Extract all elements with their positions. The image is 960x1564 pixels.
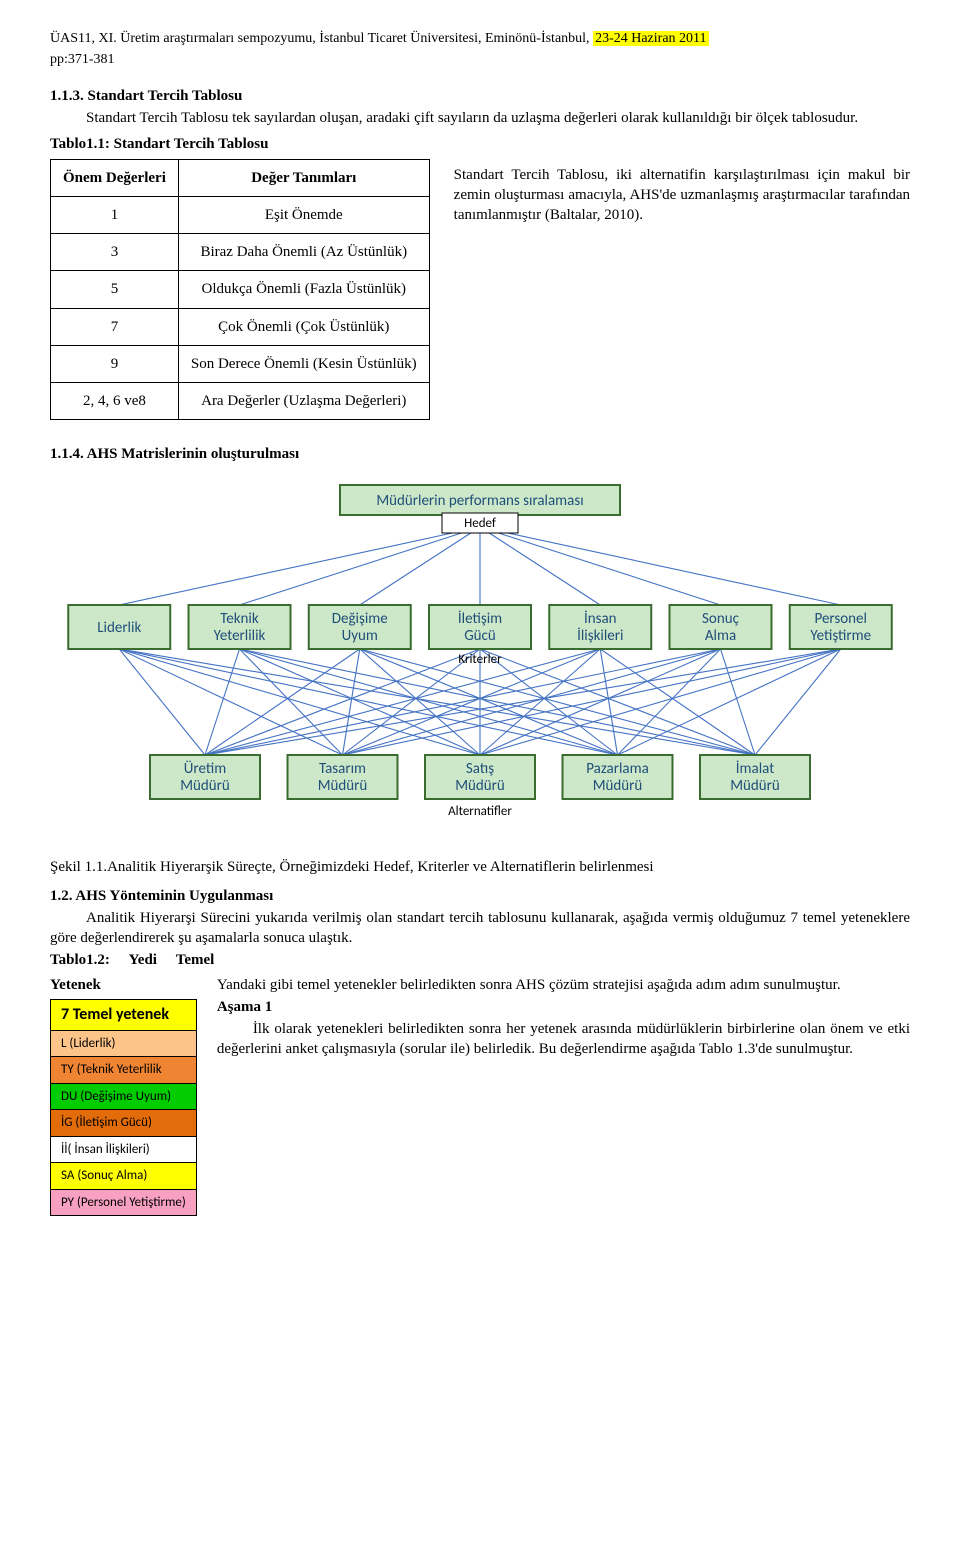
section-12-title: 1.2. AHS Yönteminin Uygulanması	[50, 886, 910, 906]
yetenek-row: İG (İletişim Gücü)	[51, 1110, 197, 1137]
table-row: 9Son Derece Önemli (Kesin Üstünlük)	[51, 345, 430, 382]
page-header: ÜAS11, XI. Üretim araştırmaları sempozyu…	[50, 30, 910, 49]
svg-text:Uyum: Uyum	[342, 627, 378, 645]
right-p2: İlk olarak yetenekleri belirledikten son…	[217, 1019, 910, 1060]
yetenek-row: İİ( İnsan İlişkileri)	[51, 1136, 197, 1163]
svg-text:İlişkileri: İlişkileri	[577, 627, 623, 645]
table-row: 5Oldukça Önemli (Fazla Üstünlük)	[51, 271, 430, 308]
svg-text:Teknik: Teknik	[220, 610, 259, 628]
table-standart-tercih: Önem Değerleri Değer Tanımları 1Eşit Öne…	[50, 159, 430, 421]
svg-text:Alma: Alma	[705, 627, 736, 645]
ahs-hierarchy-diagram: Müdürlerin performans sıralaması Hedef Lid…	[50, 475, 910, 852]
table-row: 2, 4, 6 ve8Ara Değerler (Uzlaşma Değerle…	[51, 383, 430, 420]
table-row: 7Çok Önemli (Çok Üstünlük)	[51, 308, 430, 345]
header-prefix: ÜAS11, XI. Üretim araştırmaları sempozyu…	[50, 31, 593, 46]
table-row: Önem Değerleri Değer Tanımları	[51, 159, 430, 196]
page-pp: pp:371-381	[50, 51, 910, 70]
section-113-para: Standart Tercih Tablosu tek sayılardan o…	[50, 108, 910, 128]
svg-text:Yetiştirme: Yetiştirme	[810, 627, 871, 645]
svg-text:Satış: Satış	[466, 760, 494, 778]
svg-text:Üretim: Üretim	[184, 760, 226, 778]
svg-text:Değişime: Değişime	[332, 610, 388, 628]
svg-text:Müdürü: Müdürü	[318, 777, 368, 795]
svg-text:Personel: Personel	[815, 610, 867, 628]
svg-text:Müdürü: Müdürü	[730, 777, 780, 795]
table11-twocol: Önem Değerleri Değer Tanımları 1Eşit Öne…	[50, 159, 910, 421]
svg-text:Gücü: Gücü	[464, 627, 496, 645]
table11-title: Tablo1.1: Standart Tercih Tablosu	[50, 134, 910, 154]
yetenek-block: Yetenek 7 Temel yetenek L (Liderlik) TY …	[50, 975, 910, 1217]
yetenek-row: DU (Değişime Uyum)	[51, 1083, 197, 1110]
table-row: 1Eşit Önemde	[51, 196, 430, 233]
svg-text:İnsan: İnsan	[584, 610, 617, 628]
svg-text:Sonuç: Sonuç	[702, 610, 740, 628]
header-date: 23-24 Haziran 2011	[593, 31, 708, 46]
yetenek-right-text: Yandaki gibi temel yetenekler belirledik…	[217, 975, 910, 1060]
section-12-para: Analitik Hiyerarşi Sürecini yukarıda ver…	[50, 908, 910, 949]
svg-text:Müdürü: Müdürü	[180, 777, 230, 795]
yetenek-header: 7 Temel yetenek	[51, 999, 197, 1030]
svg-text:Tasarım: Tasarım	[319, 760, 366, 778]
table12-title: Tablo1.2: Yedi Temel	[50, 950, 910, 970]
yetenek-row: PY (Personel Yetiştirme)	[51, 1189, 197, 1216]
yetenek-row: SA (Sonuç Alma)	[51, 1163, 197, 1190]
svg-text:Alternatifler: Alternatifler	[448, 804, 512, 819]
asama-1: Aşama 1	[217, 997, 910, 1017]
table11-rightnote: Standart Tercih Tablosu, iki alternatifi…	[454, 159, 910, 226]
svg-text:Liderlik: Liderlik	[97, 619, 141, 637]
yetenek-row: TY (Teknik Yeterlilik	[51, 1057, 197, 1084]
svg-text:Müdürü: Müdürü	[593, 777, 643, 795]
section-114-title: 1.1.4. AHS Matrislerinin oluşturulması	[50, 444, 910, 464]
right-p1: Yandaki gibi temel yetenekler belirledik…	[217, 975, 910, 995]
yetenek-row: L (Liderlik)	[51, 1030, 197, 1057]
th-tanim: Değer Tanımları	[178, 159, 429, 196]
table-row: 3Biraz Daha Önemli (Az Üstünlük)	[51, 234, 430, 271]
th-onem: Önem Değerleri	[51, 159, 179, 196]
svg-text:Müdürü: Müdürü	[455, 777, 505, 795]
svg-text:Yeterlilik: Yeterlilik	[214, 627, 266, 645]
svg-text:Hedef: Hedef	[464, 516, 496, 531]
section-113-title: 1.1.3. Standart Tercih Tablosu	[50, 86, 910, 106]
yetenek-left: Yetenek 7 Temel yetenek L (Liderlik) TY …	[50, 975, 197, 1217]
svg-text:İmalat: İmalat	[736, 760, 774, 778]
yetenek-word: Yetenek	[50, 975, 197, 995]
svg-text:Pazarlama: Pazarlama	[586, 760, 649, 778]
yetenek-table: 7 Temel yetenek L (Liderlik) TY (Teknik …	[50, 999, 197, 1216]
svg-text:İletişim: İletişim	[458, 610, 502, 628]
svg-text:Kriterler: Kriterler	[458, 652, 502, 667]
figure-caption: Şekil 1.1.Analitik Hiyerarşik Süreçte, Ö…	[50, 857, 910, 877]
svg-text:Müdürlerin performans sıralama: Müdürlerin performans sıralaması	[376, 492, 583, 510]
